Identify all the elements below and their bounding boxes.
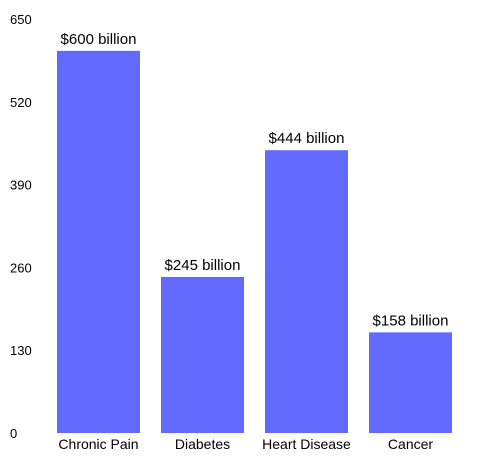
data-labels: $600 billion $245 billion $444 billion $158…: [61, 31, 449, 330]
bar-value-label: $444 billion: [269, 130, 345, 147]
category-labels: Chronic Pain Diabetes Heart Disease Cancer: [58, 436, 433, 452]
x-tick-label: Heart Disease: [262, 436, 351, 452]
y-tick-label: 520: [10, 95, 32, 110]
bar: [161, 276, 244, 433]
y-tick-label: 650: [10, 12, 32, 27]
bars: [57, 50, 452, 433]
x-tick-label: Diabetes: [175, 436, 230, 452]
y-tick-label: 260: [10, 260, 32, 275]
bar: [57, 50, 140, 433]
bar-value-label: $245 billion: [165, 257, 241, 274]
bar-value-label: $158 billion: [373, 312, 449, 329]
x-tick-label: Cancer: [388, 436, 433, 452]
bar: [265, 150, 348, 433]
y-tick-label: 390: [10, 178, 32, 193]
bar-value-label: $600 billion: [61, 31, 137, 48]
y-tick-label: 0: [10, 426, 17, 441]
y-axis-ticks: 0 130 260 390 520 650: [10, 12, 32, 441]
bar: [369, 332, 452, 433]
y-tick-label: 130: [10, 343, 32, 358]
x-tick-label: Chronic Pain: [58, 436, 138, 452]
